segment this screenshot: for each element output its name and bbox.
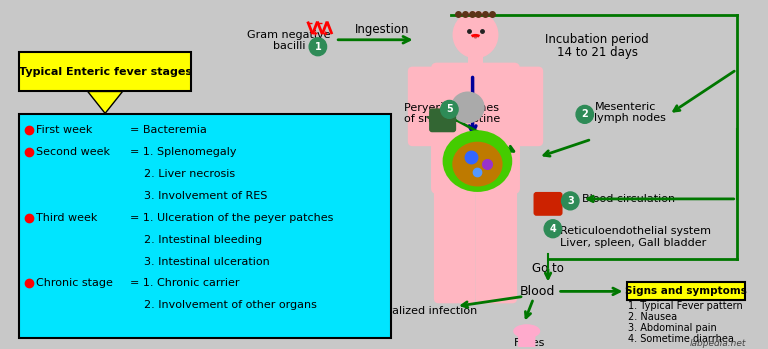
Circle shape — [561, 192, 579, 210]
Text: 3. Abdominal pain: 3. Abdominal pain — [628, 323, 717, 333]
Text: Reticuloendothelial system: Reticuloendothelial system — [560, 226, 710, 236]
Text: Ingestion: Ingestion — [355, 23, 409, 36]
FancyBboxPatch shape — [508, 67, 543, 146]
Text: of small intestine: of small intestine — [404, 114, 500, 124]
Text: Peryer`s patches: Peryer`s patches — [404, 102, 499, 113]
Circle shape — [545, 220, 561, 238]
FancyBboxPatch shape — [434, 179, 475, 303]
Circle shape — [576, 105, 594, 123]
Text: 3. Involvement of RES: 3. Involvement of RES — [131, 191, 267, 201]
FancyBboxPatch shape — [534, 192, 562, 216]
Circle shape — [310, 38, 326, 56]
Text: Chronic stage: Chronic stage — [36, 279, 114, 288]
FancyBboxPatch shape — [429, 109, 456, 132]
Text: Incubation period: Incubation period — [545, 33, 649, 46]
Text: 3: 3 — [567, 196, 574, 206]
FancyBboxPatch shape — [19, 114, 392, 338]
Text: Third week: Third week — [36, 213, 98, 223]
Text: 1. Typical Fever pattern: 1. Typical Fever pattern — [628, 301, 743, 311]
Text: 1: 1 — [315, 42, 321, 52]
Text: Signs and symptoms: Signs and symptoms — [625, 287, 747, 296]
Circle shape — [441, 101, 458, 118]
Text: Go to: Go to — [532, 262, 564, 275]
FancyBboxPatch shape — [19, 52, 191, 91]
Ellipse shape — [451, 91, 485, 123]
Polygon shape — [88, 91, 123, 113]
Text: Blood circulation: Blood circulation — [582, 194, 675, 204]
Text: Mesenteric: Mesenteric — [594, 102, 656, 112]
Text: = Bacteremia: = Bacteremia — [131, 125, 207, 135]
Ellipse shape — [442, 130, 512, 192]
FancyBboxPatch shape — [518, 334, 535, 348]
Text: = 1. Chronic carrier: = 1. Chronic carrier — [131, 279, 240, 288]
Text: = 1. Ulceration of the peyer patches: = 1. Ulceration of the peyer patches — [131, 213, 333, 223]
Text: Typical Enteric fever stages: Typical Enteric fever stages — [18, 67, 192, 76]
Text: 3. Intestinal ulceration: 3. Intestinal ulceration — [131, 257, 270, 267]
FancyBboxPatch shape — [627, 282, 745, 300]
Text: Liver, spleen, Gall bladder: Liver, spleen, Gall bladder — [560, 238, 706, 248]
Text: First week: First week — [36, 125, 93, 135]
Text: 2. Liver necrosis: 2. Liver necrosis — [131, 169, 236, 179]
Text: Second week: Second week — [36, 147, 111, 157]
Circle shape — [453, 12, 498, 58]
Text: 2. Intestinal bleeding: 2. Intestinal bleeding — [131, 235, 263, 245]
Text: lymph nodes: lymph nodes — [594, 113, 667, 123]
Text: 4. Sometime diarrhea: 4. Sometime diarrhea — [628, 334, 734, 344]
Text: 4: 4 — [549, 224, 556, 234]
Text: Gram negative: Gram negative — [247, 30, 330, 40]
Text: Generalized infection: Generalized infection — [358, 306, 477, 316]
Text: 2: 2 — [581, 109, 588, 119]
Text: 14 to 21 days: 14 to 21 days — [557, 46, 638, 59]
Text: bacilli: bacilli — [273, 41, 305, 51]
Text: 2. Involvement of other organs: 2. Involvement of other organs — [131, 300, 317, 310]
Text: labpedia.net: labpedia.net — [690, 339, 746, 348]
Text: 2. Nausea: 2. Nausea — [628, 312, 677, 322]
FancyBboxPatch shape — [431, 63, 520, 194]
Text: Feces: Feces — [514, 338, 545, 348]
Ellipse shape — [452, 142, 502, 186]
Text: = 1. Splenomegaly: = 1. Splenomegaly — [131, 147, 237, 157]
Ellipse shape — [513, 324, 540, 338]
Text: 5: 5 — [446, 104, 453, 114]
FancyBboxPatch shape — [408, 67, 442, 146]
Text: Blood: Blood — [520, 285, 555, 298]
FancyBboxPatch shape — [468, 57, 483, 69]
FancyBboxPatch shape — [475, 179, 517, 303]
